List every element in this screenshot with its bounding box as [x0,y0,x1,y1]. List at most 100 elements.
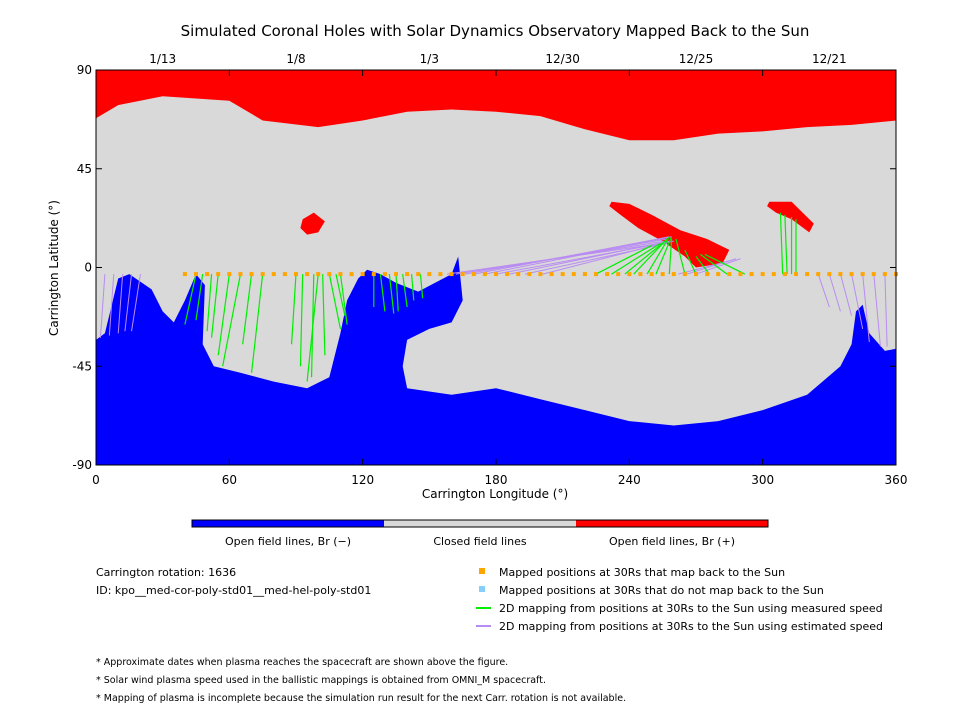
mapped-position-marker [449,272,454,277]
mapped-position-marker [705,272,710,277]
estimated-mapping-line [862,274,870,343]
x-axis-label: Carrington Longitude (°) [422,487,568,501]
measured-mapping-line [633,238,668,275]
mapped-position-marker [771,272,776,277]
estimated-mapping-lines [95,236,897,349]
date-tick-label: 1/8 [286,52,305,66]
measured-mapping-line [322,274,326,356]
footnote-3: * Mapping of plasma is incomplete becaus… [96,693,626,704]
colorbar-label: Open field lines, Br (+) [609,535,735,548]
measured-mapping-line [242,274,253,345]
colorbar-segment [192,520,384,527]
mapped-position-marker [438,272,443,277]
estimated-mapping-line [484,236,672,275]
y-tick-label: 0 [84,261,92,275]
mapped-position-marker [860,272,865,277]
measured-mapping-line [306,274,319,382]
mapped-position-marker [394,272,398,277]
mapped-position-marker [760,272,765,277]
measured-mapping-line [379,274,386,312]
estimated-mapping-line [884,274,888,347]
mapped-position-marker [294,272,298,277]
measured-mapping-line [646,236,670,275]
positive-polarity-island [300,212,325,235]
mapped-position-marker [782,272,787,277]
mapped-position-marker [738,272,743,277]
y-tick-label: 90 [77,63,92,77]
date-tick-label: 12/25 [679,52,714,66]
mapped-position-marker [416,272,421,277]
colorbar-label: Closed field lines [433,535,527,548]
y-tick-label: 45 [77,162,92,176]
date-ticks: 1/13 1/8 1/3 12/30 12/25 12/21 [149,52,846,66]
y-axis-ticks: 90 45 0 -45 -90 [72,63,896,472]
footnote-1: * Approximate dates when plasma reaches … [96,657,508,668]
estimated-mapping-line [542,242,663,275]
mapped-position-marker [582,272,587,277]
mapped-position-marker [560,272,565,277]
measured-mapping-line [779,212,784,275]
measured-mapping-line [250,274,264,373]
mapped-position-marker [182,272,187,277]
x-tick-label: 60 [222,473,237,487]
mapped-position-marker [671,272,676,277]
x-tick-label: 300 [751,473,774,487]
positive-polarity-island [609,201,730,268]
footnote-2: * Solar wind plasma speed used in the ba… [96,675,546,686]
x-axis-ticks: 0 60 120 180 240 300 360 [92,70,907,487]
measured-mapping-line [290,274,297,345]
measured-mapping-line [206,274,213,332]
colorbar-label: Open field lines, Br (−) [225,535,351,548]
measured-mapping-line [419,274,424,299]
measured-mapping-line [339,274,348,325]
estimated-mapping-line [828,273,841,312]
measured-legend-label: 2D mapping from positions at 30Rs to the… [499,602,883,615]
measured-mapping-line [299,274,304,367]
x-tick-label: 360 [885,473,908,487]
mapped-position-marker [205,272,210,277]
mapped-position-marker [871,272,876,277]
measured-mapping-line [784,214,788,275]
mapped-position-marker [194,272,198,277]
mapped-position-marker [338,272,343,277]
mapped-position-marker [505,272,510,277]
estimated-mapping-line [873,274,881,347]
open-positive-north-region [96,70,896,141]
measured-mapping-line [388,274,395,314]
estimated-mapping-line [108,274,115,336]
mapped-position-marker [594,272,598,277]
mapped-position-marker [727,272,732,277]
mapped-position-markers [182,272,898,277]
mapped-position-marker [371,272,376,277]
mapped-position-marker [660,272,665,277]
mapped-position-marker [649,272,654,277]
mapped-position-marker [605,272,610,277]
colorbar-frame [191,519,769,528]
mapped-position-marker [749,272,754,277]
x-tick-label: 120 [351,473,374,487]
plot-area [95,69,898,466]
measured-mapping-line [195,273,204,321]
mapped-position-marker [227,272,232,277]
estimated-mapping-line [817,273,830,308]
date-tick-label: 12/30 [545,52,580,66]
y-tick-label: -90 [72,458,92,472]
unmapped-legend-swatch [479,586,485,592]
mapped-position-marker [827,272,832,277]
measured-mapping-line [402,274,408,308]
open-positive-islands [300,201,814,268]
mapped-position-marker [349,272,354,277]
positive-polarity-island [767,201,814,233]
unmapped-legend-label: Mapped positions at 30Rs that do not map… [499,584,824,597]
estimated-legend-label: 2D mapping from positions at 30Rs to the… [499,620,883,633]
mapped-position-marker [305,272,310,277]
mapped-position-marker [327,272,332,277]
legend: Mapped positions at 30Rs that map back t… [476,566,883,633]
measured-mapping-line [700,253,728,275]
mapped-position-marker [682,272,687,277]
mapped-position-marker [216,272,221,277]
estimated-mapping-line [509,240,670,275]
measured-mapping-line [222,273,242,367]
mapped-position-marker [282,272,287,277]
